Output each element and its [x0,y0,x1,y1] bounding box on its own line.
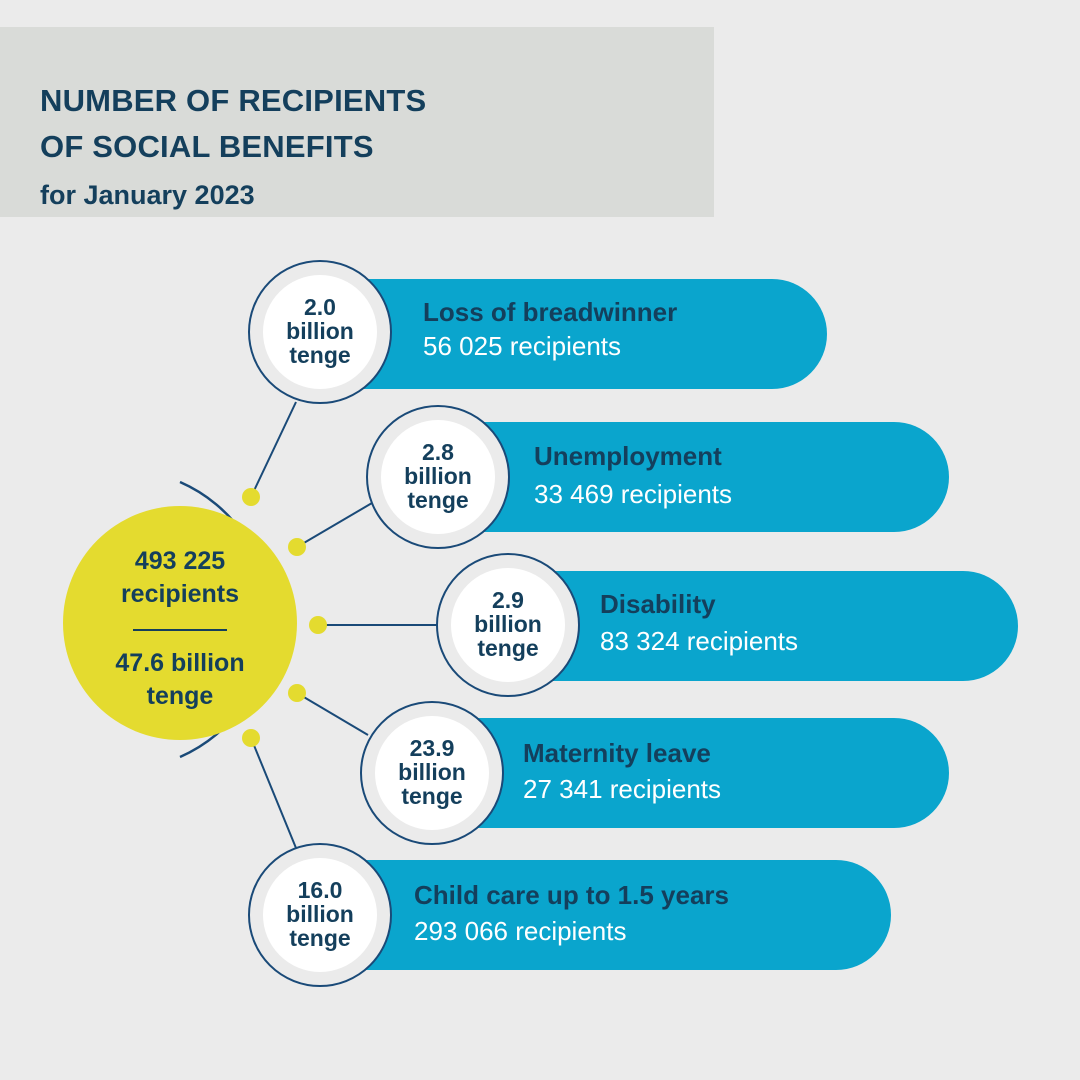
benefit-recipients: 33 469 recipients [534,479,733,509]
total-hub: 493 225 recipients 47.6 billion tenge [63,506,297,740]
benefit-amount-ring-5: 16.0 billion tenge [248,843,392,987]
benefit-amount: 16.0 billion tenge [286,877,354,951]
benefit-amount: 23.9 billion tenge [398,735,466,809]
connector-line-5 [250,737,297,849]
total-recipients: 493 225 [134,547,226,575]
benefit-amount: 2.8 billion tenge [404,439,472,513]
benefit-amount: 2.0 billion tenge [286,294,354,368]
benefit-pill-3: Disability 83 324 recipients [510,571,1018,681]
benefit-name: Disability [600,589,716,619]
title-panel: NUMBER OF RECIPIENTS OF SOCIAL BENEFITS … [0,27,714,217]
connector-dot-2 [288,538,306,556]
benefit-pill-4: Maternity leave 27 341 recipients [434,718,949,828]
benefit-amount: 2.9 billion tenge [474,587,542,661]
subtitle: for January 2023 [40,180,255,210]
total-amount: 47.6 billion [115,649,245,677]
benefit-amount-ring-2: 2.8 billion tenge [366,405,510,549]
connector-dot-4 [288,684,306,702]
benefit-pill-1: Loss of breadwinner 56 025 recipients [322,279,827,389]
benefit-name: Loss of breadwinner [423,297,678,327]
connector-line-2 [296,502,373,548]
benefit-name: Unemployment [534,441,722,471]
connector-line-1 [250,401,297,498]
hub-divider [133,629,227,631]
benefit-recipients: 27 341 recipients [523,774,722,804]
connector-dot-5 [242,729,260,747]
connector-dot-1 [242,488,260,506]
benefit-recipients: 83 324 recipients [600,626,799,656]
benefit-name: Child care up to 1.5 years [414,880,730,910]
title-line-2: OF SOCIAL BENEFITS [40,129,374,164]
benefit-amount-ring-1: 2.0 billion tenge [248,260,392,404]
benefit-pill-5: Child care up to 1.5 years 293 066 recip… [322,860,891,970]
benefit-amount-ring-3: 2.9 billion tenge [436,553,580,697]
benefit-amount-ring-4: 23.9 billion tenge [360,701,504,845]
benefit-pill-2: Unemployment 33 469 recipients [440,422,949,532]
total-recipients-label: recipients [120,580,240,608]
benefit-name: Maternity leave [523,738,711,768]
connector-dot-3 [309,616,327,634]
benefit-recipients: 293 066 recipients [414,916,627,946]
connector-line-4 [296,692,369,736]
total-amount-unit: tenge [146,682,214,710]
benefit-recipients: 56 025 recipients [423,331,622,361]
title-line-1: NUMBER OF RECIPIENTS [40,83,427,118]
